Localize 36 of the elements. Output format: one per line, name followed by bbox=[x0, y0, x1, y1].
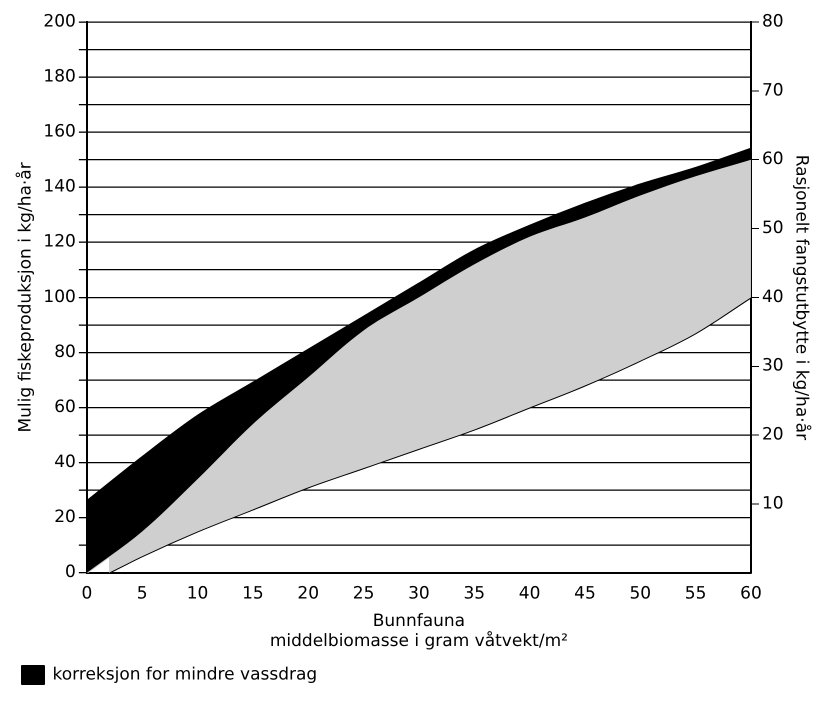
legend-label: korreksjon for mindre vassdrag bbox=[52, 664, 318, 684]
x-tick-label: 30 bbox=[408, 583, 430, 604]
x-tick-label: 35 bbox=[463, 583, 486, 604]
y-tick-label: 60 bbox=[54, 396, 76, 417]
y2-axis-title: Rasjonelt fangstutbytte i kg/ha·år bbox=[791, 154, 812, 440]
x-tick-label: 5 bbox=[136, 583, 148, 604]
y-tick-label: 100 bbox=[43, 286, 76, 307]
y-tick-label: 200 bbox=[43, 11, 76, 32]
x-tick-label: 0 bbox=[81, 583, 92, 604]
x-axis-title: Bunnfauna middelbiomasse i gram våtvekt/m² bbox=[270, 610, 568, 652]
y-tick-label: 20 bbox=[54, 507, 76, 528]
y-tick-label: 180 bbox=[43, 66, 76, 86]
y2-tick-label: 70 bbox=[762, 80, 784, 100]
x-tick-label: 10 bbox=[186, 583, 208, 604]
x-tick-label: 55 bbox=[684, 583, 706, 604]
y2-tick-label: 10 bbox=[762, 493, 784, 514]
x-tick-label: 40 bbox=[518, 583, 540, 604]
y2-tick-label: 50 bbox=[762, 218, 784, 238]
y-axis-title: Mulig fiskeproduksjon i kg/ha·år bbox=[16, 162, 36, 433]
x-tick-label: 45 bbox=[574, 583, 596, 604]
y-tick-label: 80 bbox=[54, 342, 76, 362]
y2-tick-label: 40 bbox=[762, 286, 784, 307]
y-tick-label: 160 bbox=[43, 122, 76, 142]
x-tick-label: 60 bbox=[740, 583, 762, 604]
x-tick-label: 15 bbox=[242, 583, 264, 604]
y-tick-label: 0 bbox=[65, 562, 76, 582]
y2-tick-label: 60 bbox=[762, 149, 784, 170]
x-tick-label: 50 bbox=[629, 583, 652, 604]
x-tick-label: 25 bbox=[352, 583, 374, 604]
x-tick-label: 20 bbox=[297, 583, 320, 604]
y-tick-label: 40 bbox=[54, 452, 76, 472]
y2-tick-label: 80 bbox=[762, 11, 784, 32]
y-tick-label: 140 bbox=[43, 176, 76, 197]
y2-tick-label: 20 bbox=[762, 424, 784, 445]
y2-tick-label: 30 bbox=[762, 356, 784, 376]
y-tick-label: 120 bbox=[43, 232, 76, 252]
